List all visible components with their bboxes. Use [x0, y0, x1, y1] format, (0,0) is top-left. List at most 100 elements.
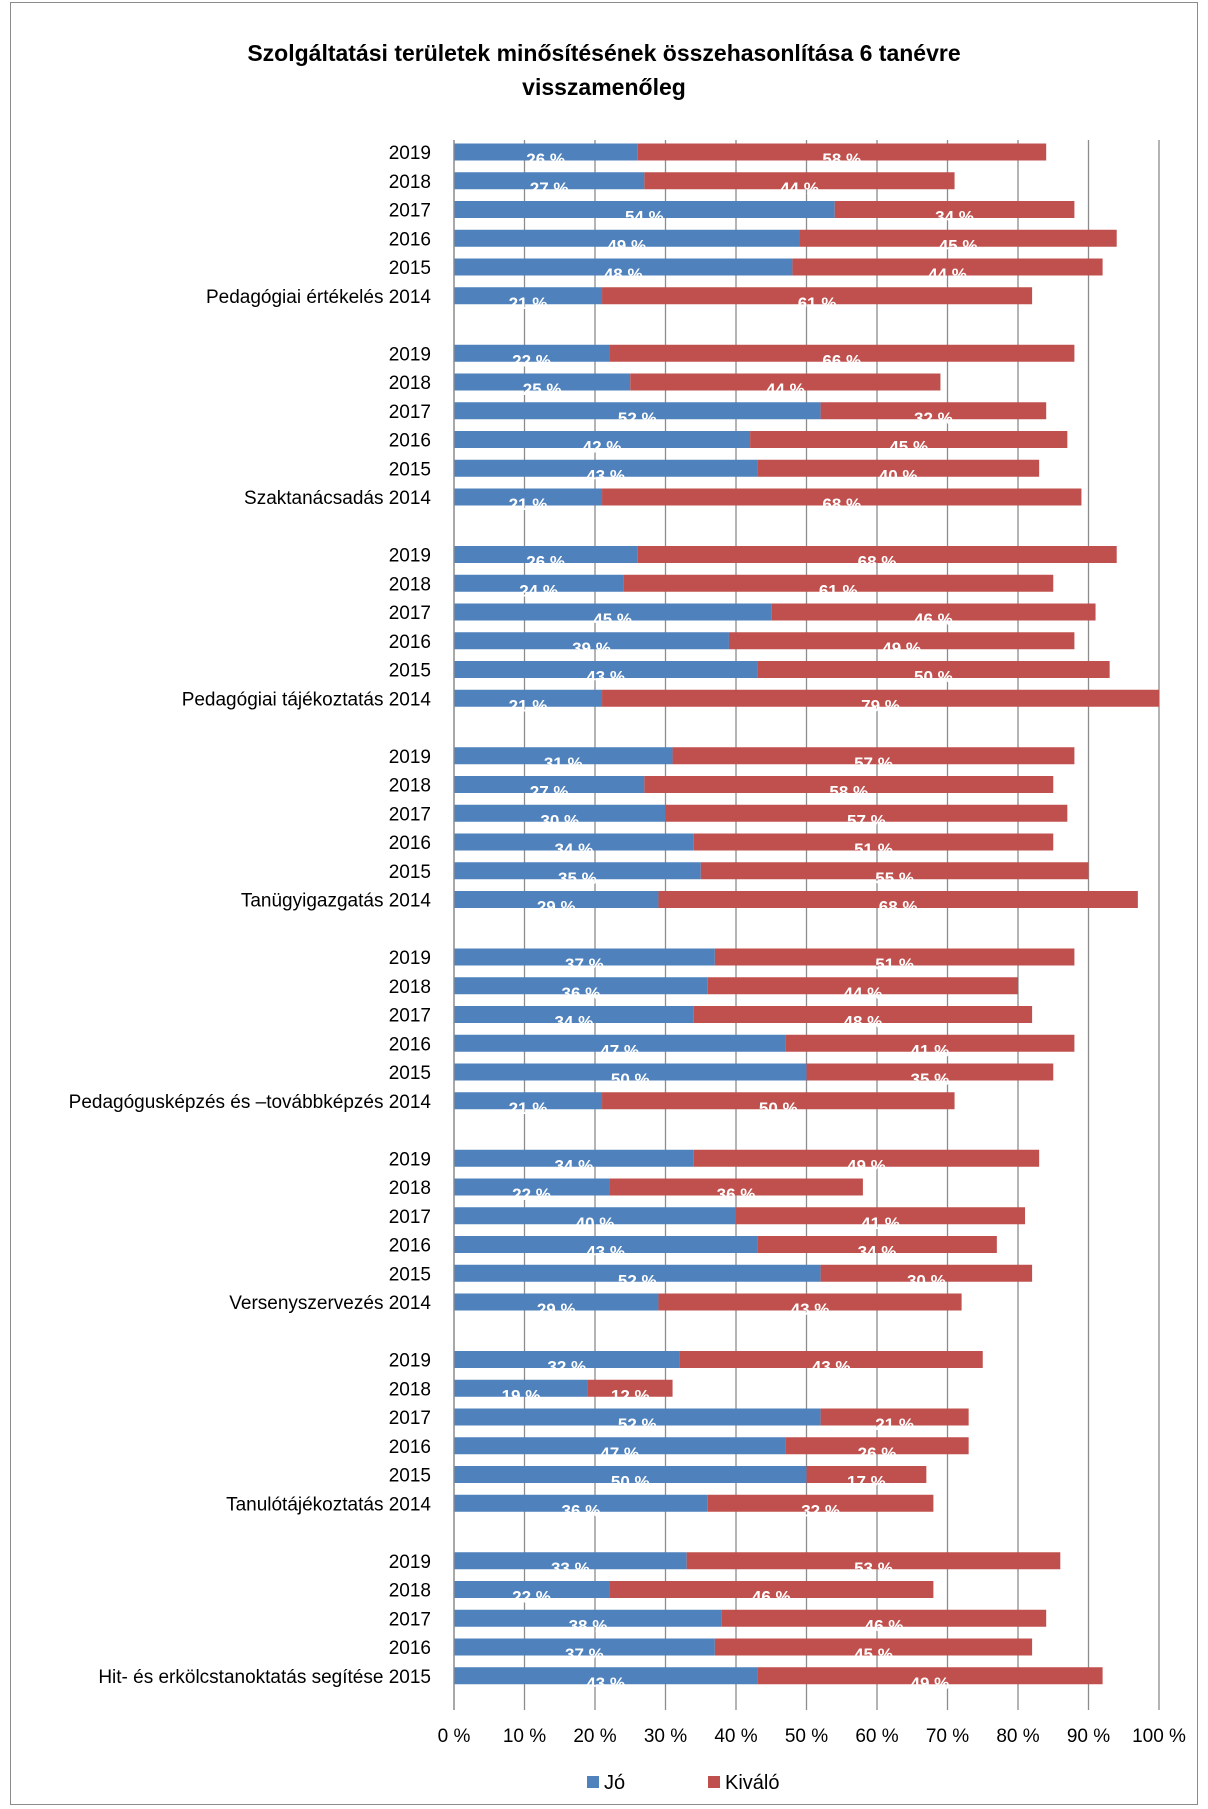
- bar-kivalo: [672, 747, 1075, 765]
- bar-kivalo: [686, 1552, 1061, 1570]
- category-label: 2019: [389, 948, 431, 969]
- data-label-kivalo: 50 %: [914, 668, 953, 687]
- data-label-kivalo: 45 %: [889, 438, 928, 457]
- bar-kivalo: [707, 1494, 934, 1512]
- bar-kivalo: [714, 1638, 1033, 1656]
- x-tick-label: 70 %: [926, 1726, 969, 1747]
- bar-jo: [454, 1552, 687, 1570]
- data-label-jo: 21 %: [509, 1099, 548, 1118]
- category-label: 2017: [389, 1006, 431, 1027]
- bar-kivalo: [693, 833, 1054, 851]
- category-label: 2016: [389, 1437, 431, 1458]
- data-label-jo: 54 %: [625, 208, 664, 227]
- bar-kivalo: [679, 1351, 983, 1368]
- bar-kivalo: [658, 1293, 962, 1311]
- x-tick-label: 0 %: [438, 1726, 471, 1747]
- data-label-jo: 32 %: [547, 1358, 586, 1377]
- data-label-kivalo: 68 %: [858, 553, 897, 572]
- data-label-kivalo: 44 %: [766, 380, 805, 399]
- data-label-kivalo: 46 %: [865, 1616, 904, 1635]
- bar-jo: [454, 258, 793, 276]
- bar-jo: [454, 862, 701, 880]
- category-label: 2017: [389, 402, 431, 423]
- bar-jo: [454, 1207, 736, 1225]
- bar-jo: [454, 804, 666, 822]
- bar-kivalo: [637, 546, 1117, 563]
- category-label: 2017: [389, 1207, 431, 1228]
- data-label-jo: 36 %: [562, 984, 601, 1003]
- data-label-jo: 34 %: [554, 1156, 593, 1175]
- data-label-kivalo: 46 %: [752, 1588, 791, 1607]
- category-label: 2019: [389, 143, 431, 164]
- bar-jo: [454, 143, 638, 161]
- x-tick-label: 20 %: [573, 1726, 616, 1747]
- bar-kivalo: [721, 1609, 1047, 1627]
- x-tick-label: 60 %: [855, 1726, 898, 1747]
- bar-kivalo: [820, 402, 1047, 420]
- data-label-jo: 27 %: [530, 179, 569, 198]
- data-label-jo: 50 %: [611, 1473, 650, 1492]
- category-label: 2016: [389, 229, 431, 250]
- data-label-kivalo: 68 %: [822, 495, 861, 514]
- data-label-jo: 43 %: [586, 668, 625, 687]
- bar-kivalo: [750, 431, 1068, 448]
- bar-kivalo: [693, 1149, 1040, 1167]
- data-label-kivalo: 57 %: [854, 754, 893, 773]
- data-label-kivalo: 53 %: [854, 1559, 893, 1578]
- category-label: 2019: [389, 747, 431, 768]
- bar-kivalo: [820, 1408, 969, 1426]
- data-label-jo: 19 %: [502, 1386, 541, 1405]
- data-label-kivalo: 61 %: [819, 581, 858, 600]
- data-label-jo: 52 %: [618, 1415, 657, 1434]
- data-label-kivalo: 57 %: [847, 811, 886, 830]
- data-label-jo: 50 %: [611, 1070, 650, 1089]
- bar-jo: [454, 287, 603, 305]
- bar-jo: [454, 689, 603, 707]
- data-label-jo: 40 %: [576, 1214, 615, 1233]
- bar-jo: [454, 431, 751, 448]
- x-tick-label: 10 %: [503, 1726, 546, 1747]
- data-label-jo: 22 %: [512, 1185, 551, 1204]
- bar-kivalo: [799, 229, 1117, 247]
- data-label-kivalo: 66 %: [822, 351, 861, 370]
- data-label-kivalo: 45 %: [939, 236, 978, 255]
- bar-jo: [454, 632, 729, 650]
- data-label-jo: 26 %: [526, 150, 565, 169]
- bar-jo: [454, 201, 835, 218]
- data-label-jo: 22 %: [512, 1588, 551, 1607]
- category-label: 2016: [389, 1638, 431, 1659]
- bar-jo: [454, 891, 659, 908]
- data-label-kivalo: 44 %: [928, 265, 967, 284]
- bar-kivalo: [728, 632, 1075, 650]
- bar-kivalo: [602, 1092, 955, 1110]
- bar-jo: [454, 1379, 588, 1397]
- data-label-kivalo: 49 %: [882, 639, 921, 658]
- x-tick-label: 40 %: [714, 1726, 757, 1747]
- data-label-jo: 37 %: [565, 955, 604, 974]
- legend-swatch: [587, 1776, 599, 1788]
- data-label-kivalo: 79 %: [861, 696, 900, 715]
- data-label-kivalo: 34 %: [858, 1243, 897, 1262]
- bar-kivalo: [771, 603, 1096, 621]
- bar-kivalo: [665, 804, 1068, 822]
- data-label-jo: 29 %: [537, 1300, 576, 1319]
- bar-kivalo: [609, 344, 1075, 362]
- data-label-jo: 30 %: [540, 811, 579, 830]
- data-label-jo: 36 %: [562, 1501, 601, 1520]
- bar-jo: [454, 229, 800, 247]
- category-label: 2019: [389, 1552, 431, 1573]
- data-label-kivalo: 40 %: [879, 466, 918, 485]
- bar-kivalo: [736, 1207, 1026, 1225]
- data-label-jo: 52 %: [618, 409, 657, 428]
- bar-jo: [454, 1063, 807, 1081]
- bar-jo: [454, 1494, 708, 1512]
- data-label-kivalo: 21 %: [875, 1415, 914, 1434]
- bar-kivalo: [707, 977, 1018, 995]
- data-label-jo: 21 %: [509, 696, 548, 715]
- data-label-kivalo: 32 %: [914, 409, 953, 428]
- data-label-jo: 29 %: [537, 898, 576, 917]
- data-label-kivalo: 43 %: [791, 1300, 830, 1319]
- data-label-kivalo: 48 %: [844, 1013, 883, 1032]
- bar-jo: [454, 1351, 680, 1368]
- category-label: 2015: [389, 1264, 431, 1285]
